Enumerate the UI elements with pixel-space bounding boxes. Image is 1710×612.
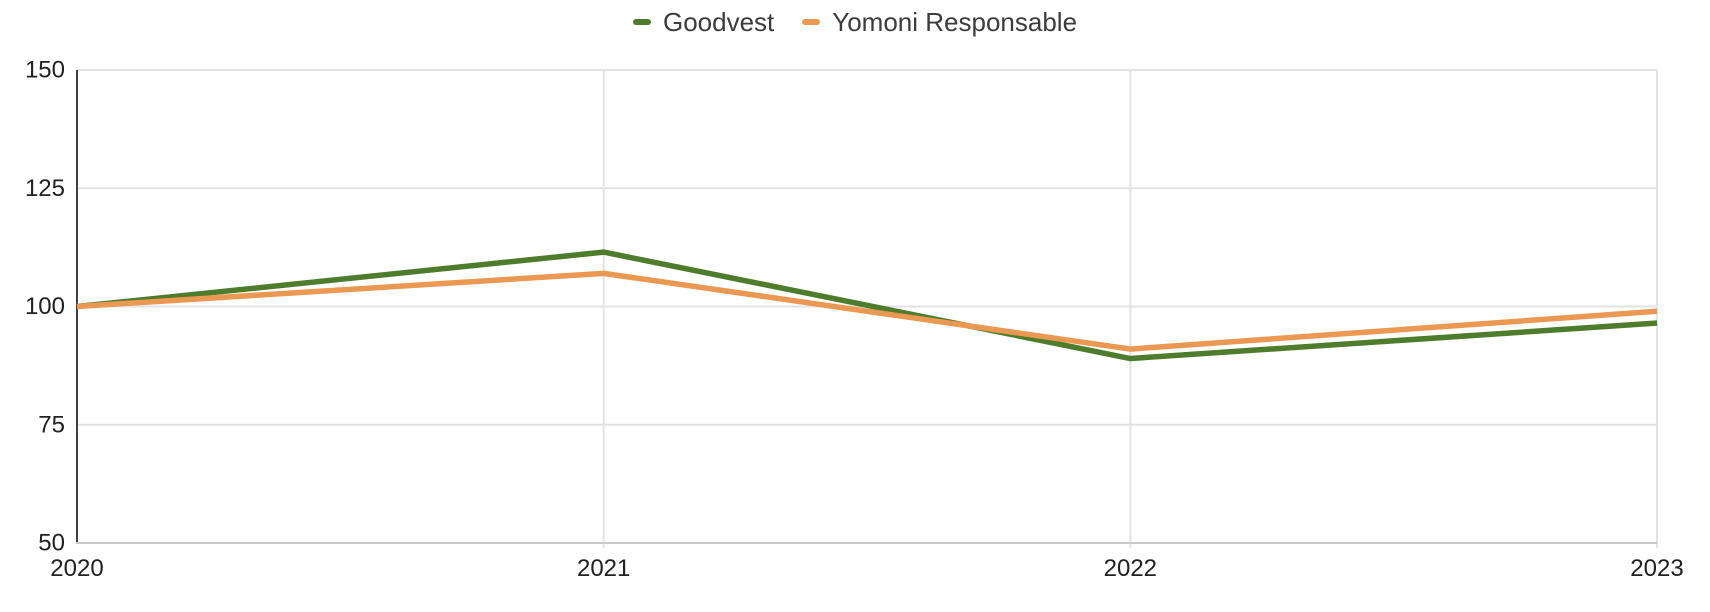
- y-tick-label: 125: [25, 175, 65, 202]
- series-lines-group: [76, 249, 1658, 362]
- series-line-1: [76, 270, 1658, 352]
- legend-label-goodvest: Goodvest: [662, 7, 775, 37]
- legend-swatch-yomoni-responsable: [802, 19, 821, 25]
- series-line-0: [76, 249, 1658, 362]
- y-tick-label: 75: [38, 411, 65, 438]
- y-tick-label: 50: [38, 530, 65, 557]
- y-tick-label: 150: [25, 57, 65, 84]
- x-tick-label: 2020: [50, 555, 103, 582]
- legend-item-yomoni-responsable[interactable]: Yomoni Responsable: [802, 7, 1077, 37]
- legend-label-yomoni-responsable: Yomoni Responsable: [832, 7, 1078, 37]
- chart-legend: Goodvest Yomoni Responsable: [0, 7, 1710, 37]
- legend-item-goodvest[interactable]: Goodvest: [632, 7, 775, 37]
- x-tick-label: 2021: [577, 555, 630, 582]
- legend-swatch-goodvest: [632, 19, 651, 25]
- x-tick-label: 2023: [1630, 555, 1683, 582]
- y-tick-label: 100: [25, 293, 65, 320]
- x-tick-label: 2022: [1104, 555, 1157, 582]
